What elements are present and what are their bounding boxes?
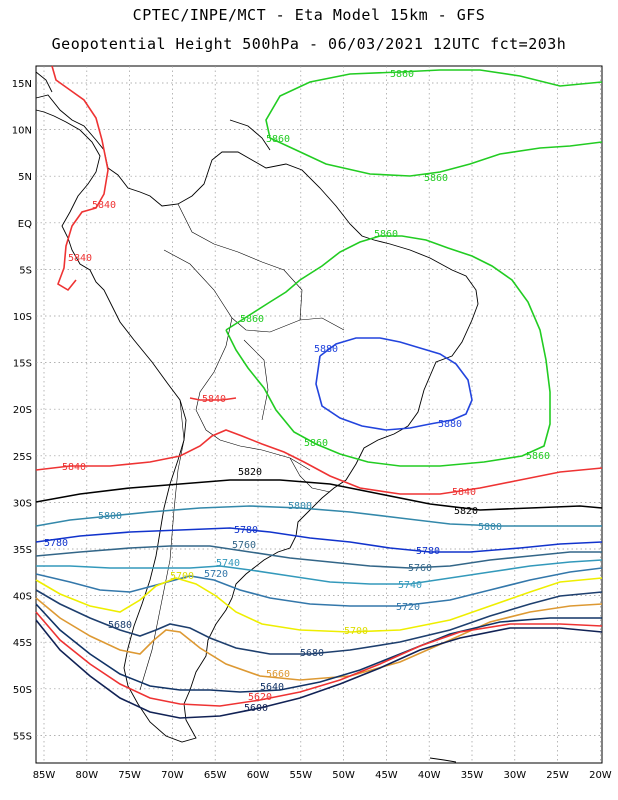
- contour-label: 5880: [314, 344, 338, 355]
- contour-label: 5840: [202, 394, 226, 405]
- lon-tick-label: 20W: [589, 770, 612, 781]
- lat-tick-label: 10N: [12, 126, 32, 137]
- contour-label: 5860: [374, 229, 398, 240]
- contour-label: 5760: [408, 563, 432, 574]
- lon-tick-label: 70W: [161, 770, 184, 781]
- lat-tick-label: 45S: [13, 638, 32, 649]
- lon-tick-label: 60W: [247, 770, 270, 781]
- lat-tick-label: 20S: [13, 405, 32, 416]
- lon-tick-label: 35W: [461, 770, 484, 781]
- lon-tick-label: 65W: [204, 770, 227, 781]
- contour-label: 5620: [248, 692, 272, 703]
- contour-label: 5820: [238, 467, 262, 478]
- contour-label: 5740: [398, 580, 422, 591]
- contour-label: 5660: [266, 669, 290, 680]
- contour-label: 5680: [300, 648, 324, 659]
- lat-tick-label: 40S: [13, 592, 32, 603]
- lat-tick-label: 50S: [13, 685, 32, 696]
- lat-tick-label: 15S: [13, 359, 32, 370]
- contour-label: 5840: [68, 253, 92, 264]
- contour-lines: [35, 65, 603, 719]
- chart-title: CPTEC/INPE/MCT - Eta Model 15km - GFS: [132, 6, 486, 24]
- contour-label: 5860: [526, 451, 550, 462]
- coastline: [35, 71, 479, 763]
- lon-tick-label: 55W: [289, 770, 312, 781]
- lon-tick-label: 45W: [375, 770, 398, 781]
- lon-tick-label: 85W: [33, 770, 56, 781]
- contour-label: 5860: [424, 173, 448, 184]
- contour-label: 5860: [240, 314, 264, 325]
- graticule: [36, 66, 602, 763]
- contour-label: 5860: [266, 134, 290, 145]
- lat-tick-label: 10S: [13, 312, 32, 323]
- contour-label: 5800: [478, 522, 502, 533]
- contour-label: 5780: [44, 538, 68, 549]
- contour-labels: 5860 5860 5860 5860 5860 5860 5860 5880 …: [44, 69, 550, 714]
- contour-label: 5860: [304, 438, 328, 449]
- contour-label: 5680: [108, 620, 132, 631]
- latitude-ticks: 15N 10N 5N EQ 5S 10S 15S 20S 25S 30S 35S 40S 45S 50S 5…: [12, 79, 32, 742]
- lat-tick-label: 55S: [13, 731, 32, 742]
- contour-label: 5780: [234, 525, 258, 536]
- longitude-ticks: 85W 80W 75W 70W 65W 60W 55W 50W 45W 40W 35W 30W 25W 2…: [33, 770, 612, 781]
- lat-tick-label: 30S: [13, 498, 32, 509]
- lat-tick-label: 5N: [18, 172, 32, 183]
- lon-tick-label: 30W: [503, 770, 526, 781]
- contour-label: 5740: [216, 558, 240, 569]
- lat-tick-label: EQ: [18, 219, 32, 230]
- contour-label: 5840: [92, 200, 116, 211]
- contour-label: 5640: [260, 682, 284, 693]
- contour-label: 5880: [438, 419, 462, 430]
- contour-label: 5720: [396, 602, 420, 613]
- lon-tick-label: 25W: [546, 770, 569, 781]
- contour-label: 5760: [232, 540, 256, 551]
- lat-tick-label: 25S: [13, 452, 32, 463]
- contour-label: 5600: [244, 703, 268, 714]
- contour-label: 5800: [98, 511, 122, 522]
- lon-tick-label: 50W: [332, 770, 355, 781]
- lon-tick-label: 75W: [118, 770, 141, 781]
- contour-label: 5800: [288, 501, 312, 512]
- contour-label: 5780: [416, 546, 440, 557]
- lat-tick-label: 15N: [12, 79, 32, 90]
- contour-label: 5700: [344, 626, 368, 637]
- contour-label: 5860: [390, 69, 414, 80]
- contour-label: 5720: [204, 569, 228, 580]
- contour-label: 5820: [454, 506, 478, 517]
- map-frame: [35, 65, 603, 764]
- lat-tick-label: 5S: [19, 265, 32, 276]
- chart-subtitle: Geopotential Height 500hPa - 06/03/2021 …: [51, 35, 567, 53]
- country-borders: [139, 203, 345, 691]
- contour-label: 5840: [452, 487, 476, 498]
- contour-label: 5700: [170, 571, 194, 582]
- lon-tick-label: 80W: [75, 770, 98, 781]
- contour-label: 5840: [62, 462, 86, 473]
- lat-tick-label: 35S: [13, 545, 32, 556]
- lon-tick-label: 40W: [418, 770, 441, 781]
